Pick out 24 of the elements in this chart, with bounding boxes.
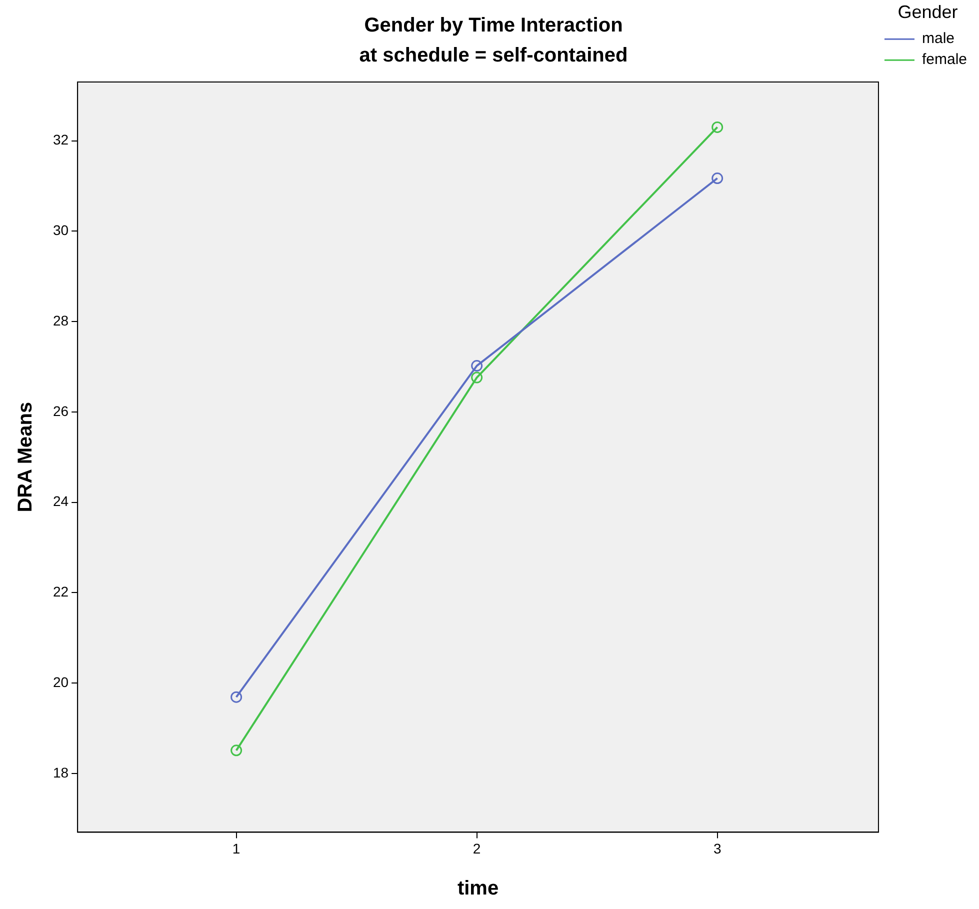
legend-label: female [922,51,968,68]
x-tick-label: 2 [472,840,481,856]
chart-title: Gender by Time Interaction [364,14,623,37]
y-tick-label: 32 [52,132,69,148]
legend-label: male [922,30,954,48]
point [712,121,724,133]
chart-subtitle: at schedule = self-contained [359,44,628,67]
y-tick-label: 22 [52,584,69,600]
y-axis-title: DRA Means [14,402,37,512]
y-tick-label: 30 [52,222,69,238]
point [471,372,483,384]
y-tick-label: 26 [52,402,69,419]
y-tick-label: 24 [52,493,69,510]
point [230,691,242,703]
x-tick-label: 3 [713,840,722,856]
y-tick-label: 18 [52,764,69,780]
point [471,360,483,372]
point [712,172,724,184]
x-tick-label: 1 [232,840,240,856]
point [230,744,242,756]
y-tick-label: 20 [52,674,69,690]
y-tick-label: 28 [52,312,69,328]
x-axis-title: time [457,878,499,900]
legend-title: Gender [898,2,958,22]
